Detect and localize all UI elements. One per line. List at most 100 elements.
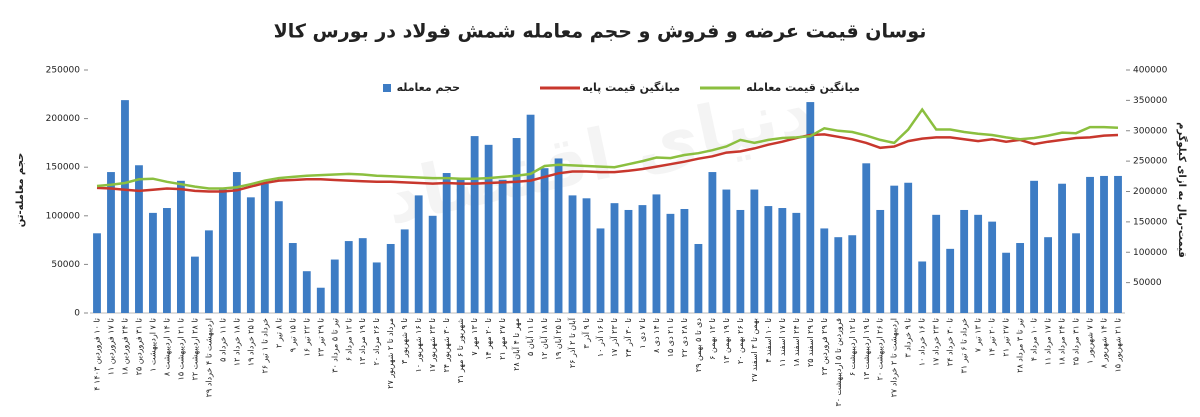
x-tick-label: ۱۰ تا ۱۶ شهریور bbox=[414, 318, 423, 373]
y2-tick-label: 150000 bbox=[1133, 217, 1168, 227]
bar bbox=[1044, 237, 1052, 313]
x-tick-label: ۱۸ تا ۲۴ اسفند bbox=[792, 318, 801, 367]
bar bbox=[218, 189, 227, 313]
x-tick-label: ۱۸ تا ۲۴ مرداد bbox=[1058, 318, 1067, 366]
bar bbox=[190, 256, 199, 313]
bar bbox=[176, 180, 185, 313]
x-tick-label: ۱۴ تا ۲۰ تیر bbox=[988, 318, 997, 357]
bar bbox=[554, 158, 563, 313]
x-tick-label: ۲۶ خرداد تا ۱ تیر bbox=[260, 318, 269, 374]
bar bbox=[232, 172, 241, 313]
x-tick-label: ۲۸ تیر تا ۳ مرداد bbox=[1016, 318, 1025, 373]
bar bbox=[344, 241, 353, 313]
bar bbox=[1072, 233, 1080, 313]
line bbox=[96, 133, 1119, 193]
legend-label: میانگین قیمت پایه bbox=[582, 81, 680, 94]
bar bbox=[904, 182, 913, 313]
y-tick-label: 100000 bbox=[46, 211, 81, 221]
x-tick-label: ۲۷ بهمن تا ۳ اسفند bbox=[750, 318, 759, 382]
bar bbox=[610, 203, 619, 313]
legend-marker bbox=[383, 84, 391, 92]
x-tick-label: ۱۵ تا ۲۱ اردیبهشت bbox=[176, 318, 185, 380]
bar bbox=[372, 262, 381, 313]
bar bbox=[246, 197, 255, 313]
bar bbox=[512, 138, 521, 313]
x-tick-label: ۲۰ تا ۲۶ اردیبهشت bbox=[876, 318, 885, 380]
bar bbox=[918, 261, 927, 313]
x-tick-label: ۳ تا ۹ خرداد bbox=[904, 318, 913, 358]
x-tick-label: ۳۰ تیر تا ۵ مرداد bbox=[330, 318, 339, 373]
x-tick-label: ۲۵ تا ۲۹ اسفند bbox=[806, 318, 815, 367]
x-tick-label: ۱۰ تا ۱۶ خرداد bbox=[918, 318, 927, 366]
bar bbox=[834, 237, 843, 313]
legend-label: میانگین قیمت معامله bbox=[746, 81, 860, 94]
x-tick-label: ۲۹ اردیبهشت تا ۴ خرداد bbox=[204, 318, 213, 397]
bar bbox=[121, 100, 129, 313]
x-tick-label: ۲۴ تا ۳۰ خرداد bbox=[946, 318, 955, 366]
bar bbox=[414, 195, 423, 313]
bar bbox=[1002, 252, 1011, 313]
bar bbox=[400, 229, 409, 313]
bar bbox=[666, 213, 675, 313]
bar bbox=[316, 287, 325, 313]
bar bbox=[1114, 175, 1122, 313]
x-tick-label: ۲۱ تا ۲۷ تیر bbox=[1002, 318, 1011, 357]
x-tick-label: ۲۸ مهر تا ۴ آبان bbox=[511, 318, 521, 371]
bar bbox=[708, 172, 717, 313]
bar bbox=[428, 215, 437, 313]
bar bbox=[149, 212, 157, 313]
bar bbox=[582, 198, 591, 313]
bar bbox=[652, 194, 661, 313]
bar bbox=[358, 238, 367, 313]
bar bbox=[498, 179, 507, 313]
y-tick-label: 50000 bbox=[51, 260, 80, 270]
x-tick-label: ۲۱ تا ۲۷ مهر bbox=[498, 318, 507, 360]
x-tick-label: ۳۱ خرداد تا ۶ تیر bbox=[960, 318, 969, 374]
x-tick-label: ۱۳ تا ۱۹ بهمن bbox=[722, 318, 731, 364]
bar bbox=[974, 214, 983, 313]
bar bbox=[638, 205, 647, 313]
y2-tick-label: 400000 bbox=[1133, 66, 1168, 76]
x-tick-label: ۱۹ تا ۲۵ خرداد bbox=[246, 318, 255, 366]
x-tick-label: ۸ تا ۱۴ اردیبهشت bbox=[162, 318, 171, 376]
bar bbox=[806, 102, 815, 314]
x-tick-label: ۱۸ تا ۲۴ فروردین bbox=[120, 318, 129, 375]
x-tick-label: ۲۲ تا ۲۸ اردیبهشت bbox=[190, 318, 199, 380]
bar bbox=[470, 136, 479, 313]
bar bbox=[274, 201, 283, 313]
x-tick-label: ۹ تا ۱۵ تیر bbox=[288, 318, 297, 352]
bar bbox=[1016, 243, 1025, 313]
bar bbox=[1030, 180, 1039, 313]
bar bbox=[1058, 183, 1066, 313]
bar bbox=[736, 209, 745, 313]
bar bbox=[624, 209, 633, 313]
bar bbox=[442, 173, 451, 313]
legend-label: حجم معامله bbox=[397, 81, 460, 94]
x-tick-label: ۷ تا ۱۳ تیر bbox=[974, 318, 983, 352]
bar bbox=[596, 228, 605, 313]
bar bbox=[302, 271, 311, 313]
x-tick-label: ۱۰ تا ۱۶ آذر bbox=[595, 318, 605, 357]
x-tick-label: ۱۵ تا ۲۱ شهریور bbox=[1114, 318, 1123, 373]
bar bbox=[135, 165, 143, 313]
bar bbox=[484, 144, 493, 313]
bar bbox=[204, 230, 213, 313]
bar bbox=[330, 259, 339, 313]
y2-axis-title: قیمت-ریال به ازای کیلوگرم bbox=[1176, 122, 1189, 258]
y2-tick-label: 200000 bbox=[1133, 187, 1168, 197]
x-tick-label: ۲۰ تا ۲۶ بهمن bbox=[736, 318, 745, 364]
bar bbox=[1100, 175, 1108, 313]
y2-tick-label: 100000 bbox=[1133, 248, 1168, 258]
x-tick-label: ۳ تا ۹ آذر bbox=[581, 318, 591, 349]
x-tick-label: ۳۱ شهریور تا ۶ مهر bbox=[456, 318, 465, 383]
bar bbox=[946, 248, 955, 313]
x-tick-label: ۲۰ تا ۲۶ مرداد bbox=[372, 318, 381, 366]
x-tick-label: ۸ تا ۱۴ دی bbox=[652, 318, 661, 353]
x-tick-label: ۱۷ تا ۲۳ شهریور bbox=[428, 318, 437, 373]
bar bbox=[876, 209, 885, 313]
bar bbox=[680, 208, 689, 313]
x-tick-label: ۱۴ تا ۲۰ مهر bbox=[484, 318, 493, 360]
bar bbox=[932, 214, 941, 313]
y-axis-title: حجم معامله-تن bbox=[15, 153, 26, 228]
bar bbox=[988, 221, 997, 313]
